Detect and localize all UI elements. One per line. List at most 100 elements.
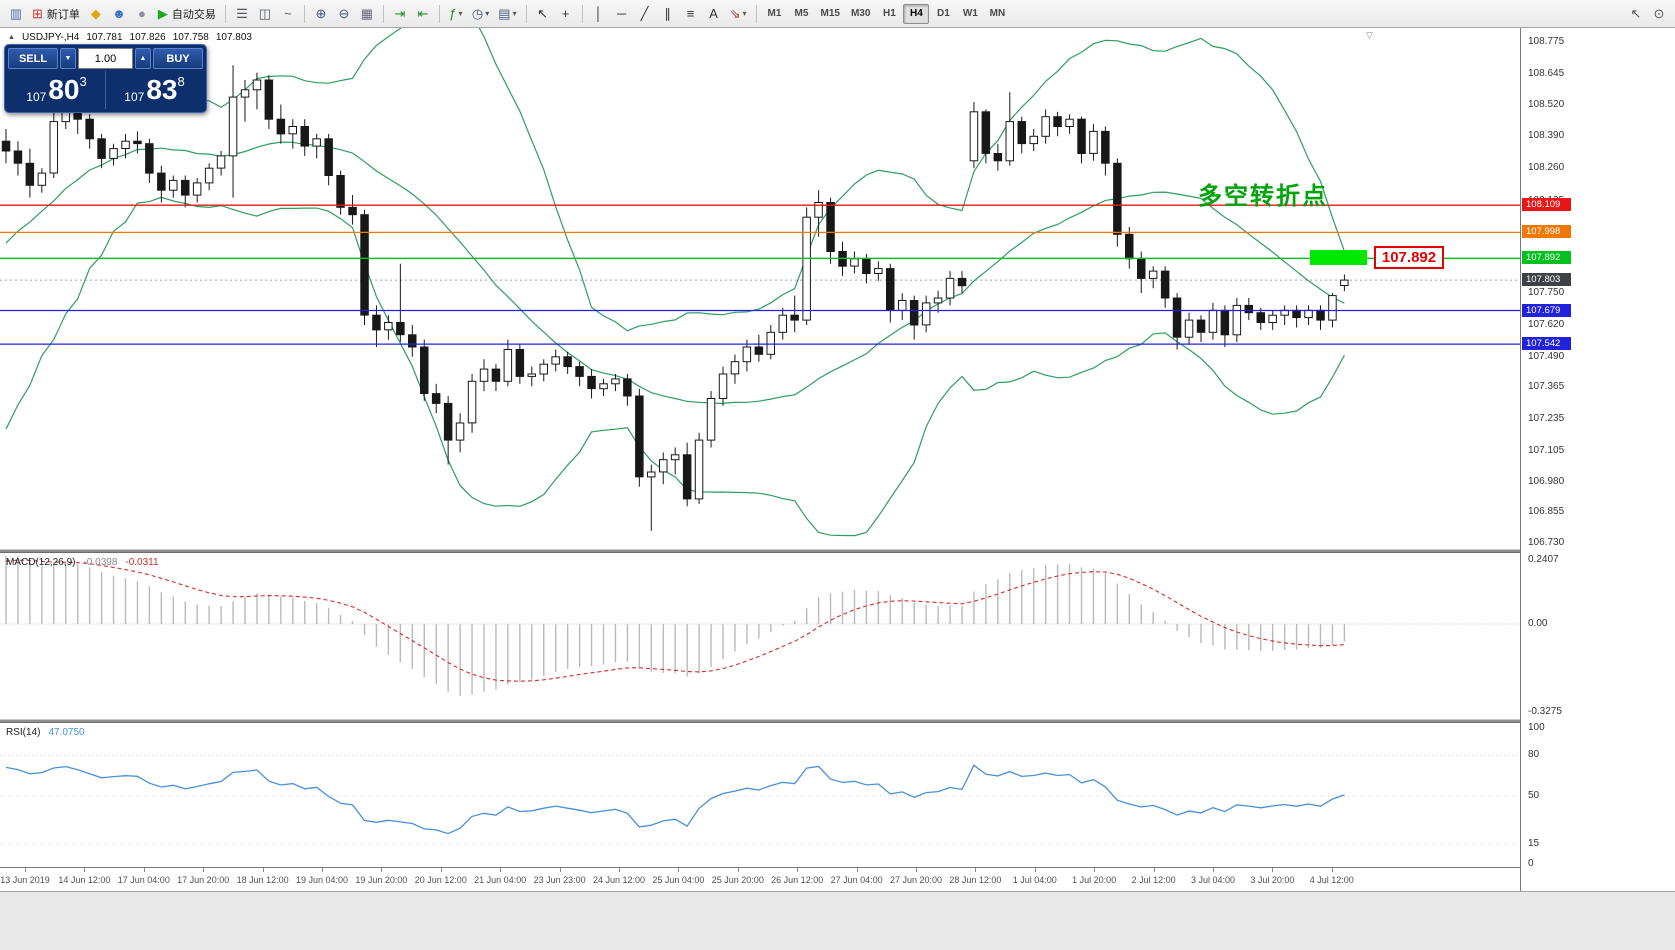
time-label: 1 Jul 20:00 [1072,875,1116,885]
zoom-in-icon[interactable]: ⊕ [310,3,332,25]
candlestick-chart[interactable] [0,28,1520,549]
candle-body [158,173,166,190]
autoscroll-icon[interactable]: ⇥ [389,3,411,25]
timeframe-M1[interactable]: M1 [762,4,788,24]
periods-icon[interactable]: ◷▾ [468,3,493,25]
time-tick [560,868,561,872]
candle-body [229,97,237,156]
macd-signal-value: -0.0311 [125,557,158,568]
candle-body [1257,313,1265,323]
candle-body [1149,271,1157,278]
chart-window-icon[interactable]: ▥ [5,3,27,25]
candle-body [38,173,46,185]
candle-body [241,90,249,97]
candle-body [1090,131,1098,153]
toolbar: ▥⊞新订单◆☻●▶自动交易☰◫~⊕⊖▦⇥⇤ƒ▾◷▾▤▾↖+│─╱∥≡A⇘▾M1M… [0,0,1675,28]
time-label: 4 Jul 12:00 [1310,875,1354,885]
timeframe-H4[interactable]: H4 [903,4,929,24]
time-axis[interactable]: 13 Jun 201914 Jun 12:0017 Jun 04:0017 Ju… [0,867,1520,891]
market-icon[interactable]: ◆ [85,3,107,25]
candle-body [1293,310,1301,317]
timeframe-W1[interactable]: W1 [957,4,983,24]
zoom-out-glyph: ⊖ [338,7,349,20]
time-tick [381,868,382,872]
bar-chart-icon[interactable]: ☰ [231,3,253,25]
signals-icon[interactable]: ☻ [108,3,130,25]
candle-body [970,112,978,161]
time-label: 17 Jun 04:00 [118,875,170,885]
news-icon[interactable]: ● [131,3,153,25]
arrows-tool-icon[interactable]: ⇘▾ [726,3,751,25]
chevron-down-icon: ▾ [742,9,746,18]
timeframe-MN[interactable]: MN [984,4,1010,24]
volume-down-button[interactable]: ▼ [60,48,76,69]
candle-body [277,119,285,134]
candle-body [182,180,190,195]
tile-windows-icon[interactable]: ▦ [356,3,378,25]
pointer-icon[interactable]: ↖ [1625,3,1647,25]
timeframe-H1[interactable]: H1 [876,4,902,24]
time-tick [263,868,264,872]
panel-separator[interactable] [0,719,1675,723]
price-axis[interactable]: 108.775108.645108.520108.390108.260108.1… [1520,28,1675,891]
buy-price-button[interactable]: 107 83 8 [106,71,203,109]
candlestick-chart-icon[interactable]: ◫ [254,3,276,25]
chevron-down-icon: ▾ [459,9,463,18]
timeframe-D1[interactable]: D1 [930,4,956,24]
time-label: 27 Jun 20:00 [890,875,942,885]
candle-body [958,278,966,285]
periods-glyph: ◷ [472,7,483,20]
magnifier-icon[interactable]: ⊙ [1648,3,1670,25]
cursor-icon[interactable]: ↖ [532,3,554,25]
volume-up-button[interactable]: ▲ [135,48,151,69]
rsi-panel[interactable] [0,723,1520,867]
candle-body [767,332,775,354]
buy-button[interactable]: BUY [153,48,203,69]
sell-button[interactable]: SELL [8,48,58,69]
sell-price-button[interactable]: 107 80 3 [8,71,105,109]
time-label: 25 Jun 20:00 [712,875,764,885]
horizontal-line-icon[interactable]: ─ [611,3,633,25]
templates-icon[interactable]: ▤▾ [494,3,520,25]
time-tick [619,868,620,872]
indicators-icon[interactable]: ƒ▾ [445,3,467,25]
vertical-line-icon[interactable]: │ [588,3,610,25]
text-tool-icon[interactable]: A [703,3,725,25]
candle-body [1269,315,1277,322]
crosshair-icon[interactable]: + [555,3,577,25]
macd-panel[interactable] [0,553,1520,719]
timeframe-M15[interactable]: M15 [816,4,845,24]
timeframe-M30[interactable]: M30 [846,4,875,24]
time-label: 20 Jun 12:00 [415,875,467,885]
channel-icon[interactable]: ∥ [657,3,679,25]
chart-shift-marker[interactable]: ▽ [1366,30,1373,41]
fibonacci-icon[interactable]: ≡ [680,3,702,25]
candle-body [1329,296,1337,321]
candle-body [1185,320,1193,337]
line-chart-icon[interactable]: ~ [277,3,299,25]
annotation-text[interactable]: 多空转折点 [1198,176,1328,211]
main-chart-panel[interactable] [0,28,1520,549]
magnifier-glyph: ⊙ [1654,7,1665,20]
volume-input[interactable] [78,48,133,69]
new-order-button[interactable]: ⊞新订单 [28,3,84,25]
line-chart-glyph: ~ [284,7,292,20]
trendline-icon[interactable]: ╱ [634,3,656,25]
annotation-rectangle[interactable] [1310,250,1367,265]
candle-body [576,367,584,377]
arrows-tool-glyph: ⇘ [730,7,741,20]
buy-price-sup: 8 [177,74,184,89]
candle-body [1006,122,1014,161]
timeframe-M5[interactable]: M5 [789,4,815,24]
rsi-axis-label: 0 [1528,858,1534,869]
candle-body [444,403,452,440]
annotation-price-label[interactable]: 107.892 [1374,246,1444,269]
zoom-out-icon[interactable]: ⊖ [333,3,355,25]
chevron-down-icon: ▾ [485,9,489,18]
autotrading-button[interactable]: ▶自动交易 [154,3,220,25]
chart-shift-icon[interactable]: ⇤ [412,3,434,25]
time-tick [25,868,26,872]
candle-body [409,335,417,347]
panel-separator[interactable] [0,549,1675,553]
candle-body [50,122,58,173]
